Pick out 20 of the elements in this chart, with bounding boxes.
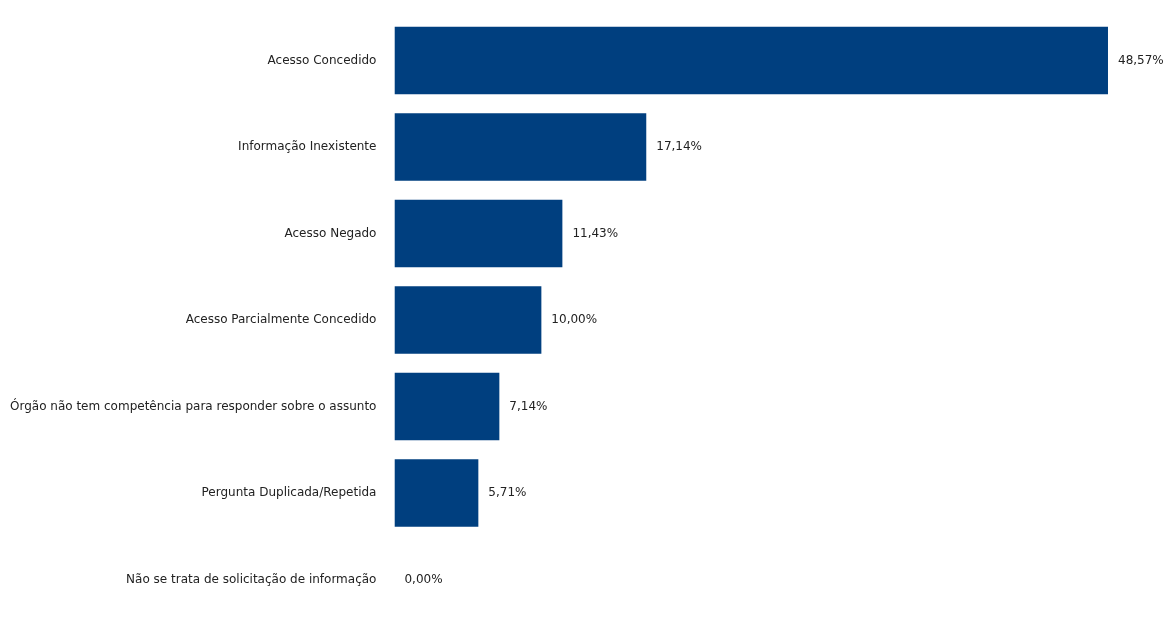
y-tick-label: Pergunta Duplicada/Repetida xyxy=(201,485,377,500)
data-label: 7,14% xyxy=(509,398,548,413)
y-tick-label: Acesso Parcialmente Concedido xyxy=(185,312,377,327)
data-label: 48,57% xyxy=(1117,52,1164,67)
bar xyxy=(394,459,479,527)
data-label: 0,00% xyxy=(404,571,443,586)
data-label: 11,43% xyxy=(572,225,619,240)
bar xyxy=(394,286,542,354)
bar xyxy=(394,199,563,268)
data-label: 5,71% xyxy=(488,485,527,500)
bar xyxy=(394,113,647,181)
y-tick-label: Acesso Concedido xyxy=(267,52,377,67)
data-label: 17,14% xyxy=(656,139,703,154)
bar xyxy=(394,372,500,441)
bar xyxy=(394,26,1108,95)
data-label: 10,00% xyxy=(551,312,598,327)
y-tick-label: Informação Inexistente xyxy=(238,139,377,154)
y-tick-label: Não se trata de solicitação de informação xyxy=(126,571,377,586)
y-tick-label: Acesso Negado xyxy=(284,225,377,240)
y-tick-label: Órgão não tem competência para responder sobre o assunto xyxy=(9,397,377,413)
